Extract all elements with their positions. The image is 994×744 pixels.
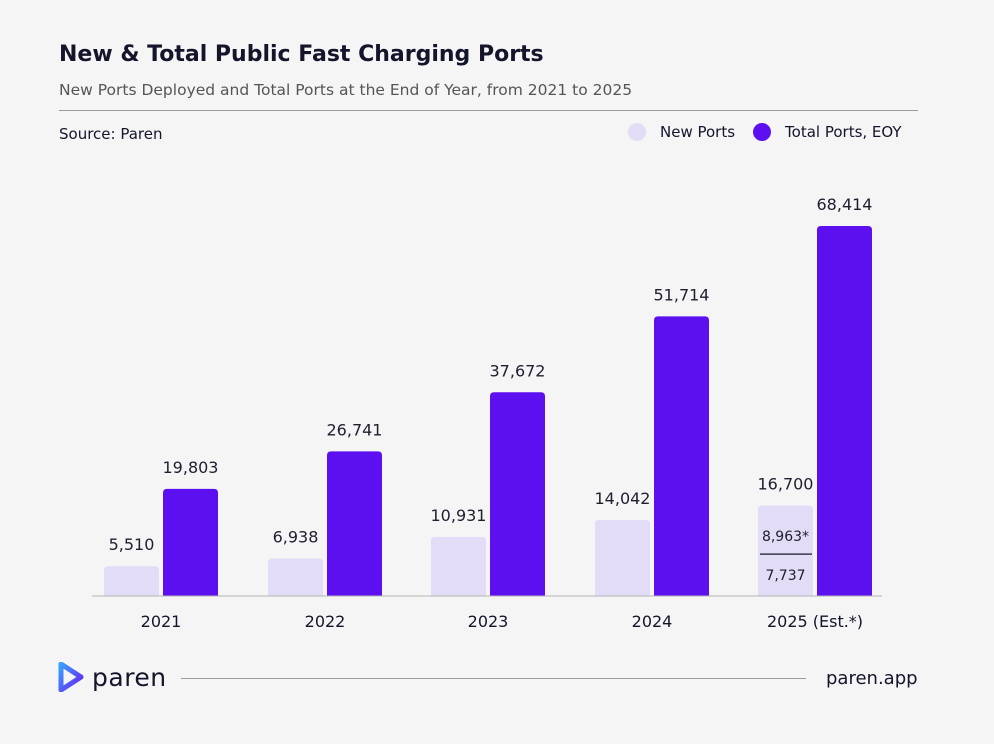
footer-divider (181, 678, 806, 679)
logo-text: paren (92, 662, 167, 692)
data-label-total-ports-2022: 26,741 (327, 420, 383, 439)
legend-item-new-ports: New Ports (628, 123, 735, 141)
bar-total-ports-2023 (490, 392, 545, 596)
chart-title: New & Total Public Fast Charging Ports (59, 42, 544, 67)
bar-total-ports-2025-est (817, 226, 872, 596)
data-label-total-ports-2024: 51,714 (654, 285, 710, 304)
bar-new-ports-2021 (104, 566, 159, 596)
x-tick-2024: 2024 (632, 612, 673, 631)
split-label-upper-2025: 8,963* (762, 529, 809, 545)
bar-new-ports-2022 (268, 558, 323, 596)
header-divider (59, 110, 918, 111)
paren-logo: paren (58, 662, 167, 692)
data-label-new-ports-2022: 6,938 (273, 527, 319, 546)
split-label-lower-2025: 7,737 (765, 568, 805, 584)
legend-swatch-new-ports (628, 123, 646, 141)
data-label-total-ports-2021: 19,803 (163, 458, 219, 477)
chart-legend: New Ports Total Ports, EOY (628, 123, 902, 141)
source-label: Source: Paren (59, 125, 163, 143)
x-tick-2021: 2021 (141, 612, 182, 631)
legend-label-total-ports: Total Ports, EOY (785, 123, 902, 141)
legend-item-total-ports: Total Ports, EOY (753, 123, 902, 141)
paren-logo-icon (58, 662, 84, 692)
bar-total-ports-2024 (654, 316, 709, 596)
x-tick-2025-est: 2025 (Est.*) (767, 612, 863, 631)
bar-total-ports-2022 (327, 451, 382, 596)
data-label-new-ports-2025-est: 16,700 (758, 475, 814, 494)
chart-subtitle: New Ports Deployed and Total Ports at th… (59, 81, 633, 99)
x-tick-2022: 2022 (305, 612, 346, 631)
bar-new-ports-2024 (595, 520, 650, 596)
legend-swatch-total-ports (753, 123, 772, 141)
data-label-new-ports-2021: 5,510 (109, 535, 155, 554)
legend-label-new-ports: New Ports (660, 123, 736, 141)
bar-new-ports-2023 (431, 536, 486, 596)
data-label-new-ports-2024: 14,042 (595, 489, 651, 508)
bar-new-ports-2025-est (758, 505, 813, 596)
bar-total-ports-2021 (163, 488, 218, 596)
x-tick-2023: 2023 (468, 612, 509, 631)
data-label-new-ports-2023: 10,931 (431, 506, 487, 525)
footer-site-link[interactable]: paren.app (826, 668, 918, 689)
data-label-total-ports-2025-est: 68,414 (817, 195, 873, 214)
data-label-total-ports-2023: 37,672 (490, 361, 546, 380)
